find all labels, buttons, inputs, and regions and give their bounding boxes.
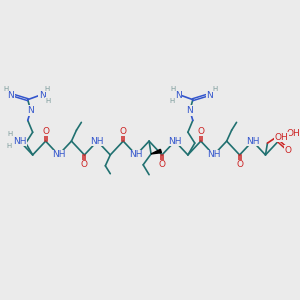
- Text: O: O: [81, 160, 88, 169]
- Text: NH: NH: [52, 150, 65, 159]
- Text: NH: NH: [207, 150, 220, 159]
- Polygon shape: [151, 149, 161, 154]
- Text: H: H: [46, 98, 51, 103]
- Text: NH: NH: [168, 136, 182, 146]
- Text: NH: NH: [52, 150, 65, 159]
- Text: N: N: [8, 91, 14, 100]
- Text: N: N: [39, 91, 46, 100]
- Text: O: O: [42, 127, 49, 136]
- Text: NH: NH: [91, 136, 104, 146]
- Text: O: O: [236, 160, 243, 169]
- Text: NH: NH: [13, 136, 26, 146]
- Text: O: O: [120, 127, 127, 136]
- Text: NH: NH: [91, 136, 104, 146]
- Text: O: O: [42, 127, 49, 136]
- Text: O: O: [285, 146, 292, 154]
- Text: O: O: [197, 127, 204, 136]
- Text: H: H: [3, 86, 9, 92]
- Text: H: H: [170, 86, 176, 92]
- Text: H: H: [169, 98, 175, 103]
- Text: O: O: [120, 127, 127, 136]
- Text: NH: NH: [13, 136, 26, 146]
- Text: O: O: [236, 160, 243, 169]
- Text: H: H: [7, 131, 13, 137]
- Text: NH: NH: [246, 136, 259, 146]
- Text: O: O: [158, 160, 166, 169]
- Text: O: O: [158, 160, 166, 169]
- Text: OH: OH: [286, 129, 300, 138]
- Text: N: N: [27, 106, 34, 115]
- Text: NH: NH: [129, 150, 143, 159]
- Text: NH: NH: [129, 150, 143, 159]
- Text: N: N: [187, 106, 193, 115]
- Text: O: O: [197, 127, 204, 136]
- Text: NH: NH: [246, 136, 259, 146]
- Text: H: H: [6, 143, 11, 149]
- Text: NH: NH: [168, 136, 182, 146]
- Text: OH: OH: [274, 133, 288, 142]
- Text: NH: NH: [207, 150, 220, 159]
- Text: N: N: [206, 91, 213, 100]
- Text: N: N: [175, 91, 182, 100]
- Text: H: H: [212, 86, 217, 92]
- Text: O: O: [81, 160, 88, 169]
- Text: H: H: [45, 86, 50, 92]
